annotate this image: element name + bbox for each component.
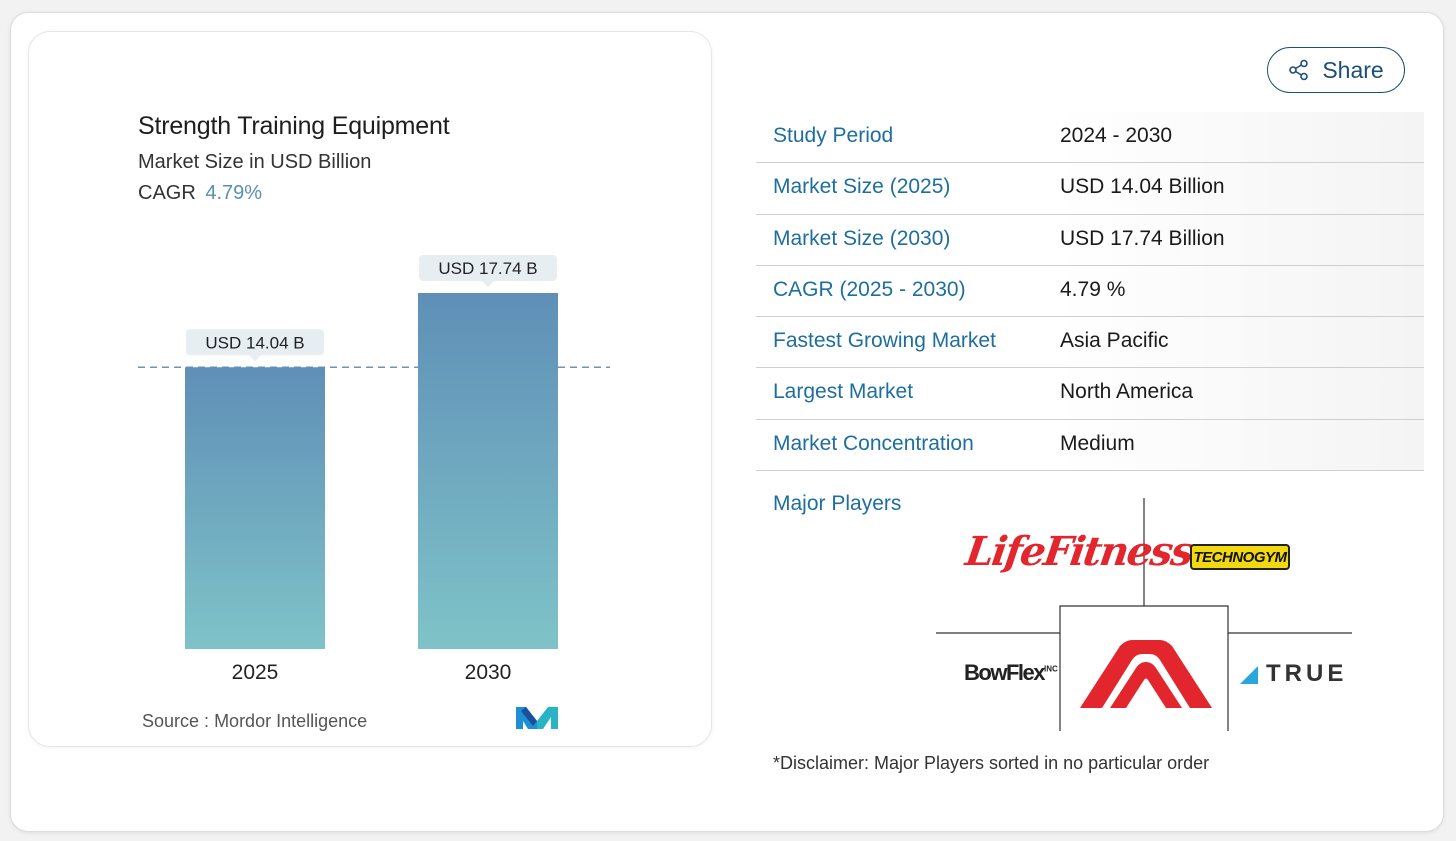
x-tick-label: 2025 xyxy=(232,661,279,684)
mordor-intelligence-logo xyxy=(516,707,558,729)
info-value: Medium xyxy=(1060,431,1135,455)
info-row-largest-market: Largest Market North America xyxy=(756,368,1424,420)
info-value: North America xyxy=(1060,380,1194,404)
bowflex-logo: BowFlexINC xyxy=(964,660,1058,686)
bowflex-suffix: INC xyxy=(1043,664,1058,674)
chart-source: Source : Mordor Intelligence xyxy=(142,711,367,732)
info-key: Largest Market xyxy=(773,380,914,404)
share-button[interactable]: Share xyxy=(1267,47,1405,93)
chart-cagr-label: CAGR xyxy=(138,182,196,204)
info-key: Fastest Growing Market xyxy=(773,329,996,353)
chart-cagr: CAGR 4.79% xyxy=(138,182,262,205)
technogym-logo: TECHNOGYM xyxy=(1190,544,1290,570)
info-key: Study Period xyxy=(773,124,894,147)
info-row-market-size-2030: Market Size (2030) USD 17.74 Billion xyxy=(756,214,1424,266)
info-key: Market Size (2030) xyxy=(773,226,951,250)
major-players-label: Major Players xyxy=(773,492,902,515)
data-label-box xyxy=(419,255,557,281)
true-fitness-logo: TRUE xyxy=(1240,660,1347,688)
bowflex-name: BowFlex xyxy=(964,660,1045,685)
life-fitness-logo: LifeFitness xyxy=(962,528,1195,575)
johnson-health-tech-logo xyxy=(1080,640,1212,708)
disclaimer: *Disclaimer: Major Players sorted in no … xyxy=(773,753,1210,773)
bar-2030 xyxy=(418,293,558,649)
info-value: 4.79 % xyxy=(1060,277,1126,301)
data-label: USD 14.04 B xyxy=(205,333,304,352)
x-tick-label: 2030 xyxy=(465,661,512,684)
info-row-concentration: Market Concentration Medium xyxy=(756,419,1424,472)
chart-subtitle: Market Size in USD Billion xyxy=(138,151,372,173)
chart-title: Strength Training Equipment xyxy=(138,112,450,140)
info-row-study-period: Study Period 2024 - 2030 xyxy=(756,112,1424,164)
true-triangle-icon xyxy=(1240,666,1258,684)
info-row-fastest-growing: Fastest Growing Market Asia Pacific xyxy=(756,317,1424,369)
info-key: Market Concentration xyxy=(773,431,974,455)
share-label: Share xyxy=(1322,56,1384,83)
info-row-cagr: CAGR (2025 - 2030) 4.79 % xyxy=(756,265,1424,318)
info-key: CAGR (2025 - 2030) xyxy=(773,277,966,301)
chart-panel xyxy=(28,31,712,747)
market-info-table: Study Period 2024 - 2030 Market Size (20… xyxy=(756,112,1424,472)
bar-2025 xyxy=(185,367,325,649)
share-icon xyxy=(1289,59,1309,81)
players-grid-lines xyxy=(936,498,1352,731)
true-name: TRUE xyxy=(1266,660,1348,687)
source-name: Mordor Intelligence xyxy=(214,711,368,731)
chart-cagr-value: 4.79% xyxy=(205,182,263,204)
data-label: USD 17.74 B xyxy=(438,259,537,278)
data-label-box xyxy=(186,329,324,356)
info-value: Asia Pacific xyxy=(1060,329,1169,353)
info-value: 2024 - 2030 xyxy=(1060,124,1173,147)
data-label-pointer xyxy=(482,281,494,287)
info-key: Market Size (2025) xyxy=(773,175,951,199)
data-label-pointer xyxy=(249,355,261,362)
info-value: USD 14.04 Billion xyxy=(1060,175,1225,199)
source-label: Source : xyxy=(142,711,210,731)
info-value: USD 17.74 Billion xyxy=(1060,226,1225,250)
info-row-market-size-2025: Market Size (2025) USD 14.04 Billion xyxy=(756,163,1424,215)
bar-chart: USD 14.04 B 2025 USD 17.74 B 2030 xyxy=(138,255,610,684)
